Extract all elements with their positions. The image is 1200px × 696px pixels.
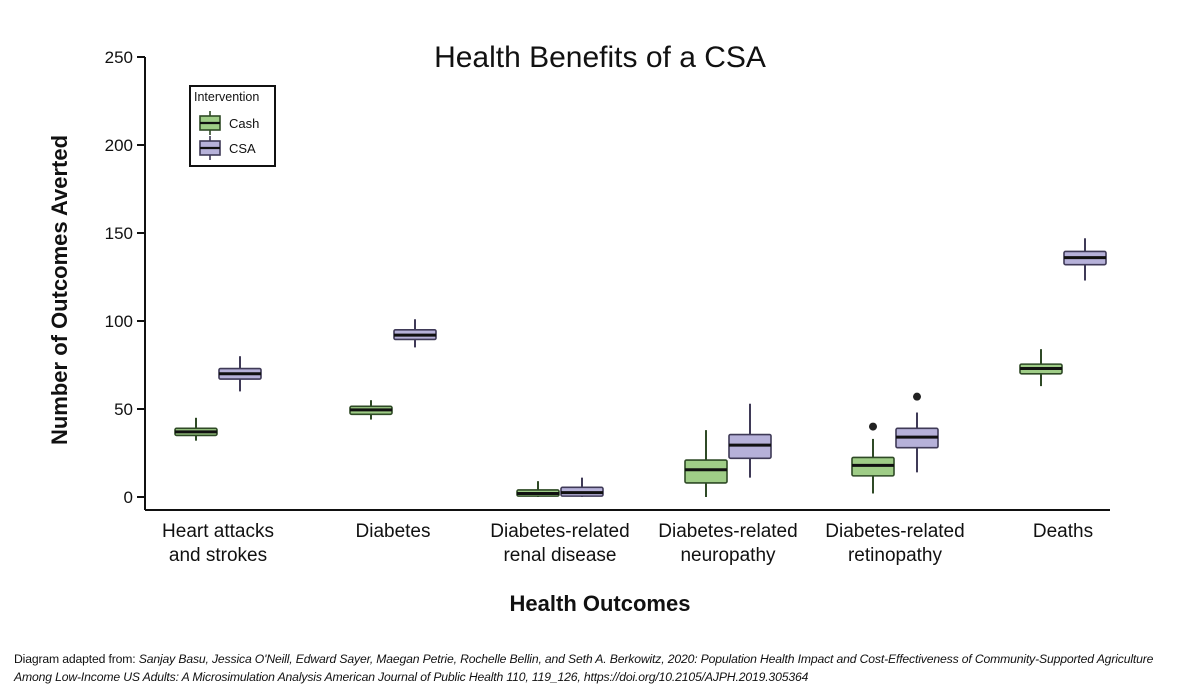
- source-caption: Diagram adapted from: Sanjay Basu, Jessi…: [14, 650, 1189, 686]
- y-tick-label: 50: [114, 400, 133, 419]
- legend: Intervention Cash CSA: [189, 85, 276, 167]
- legend-label-csa: CSA: [229, 141, 256, 156]
- box-cash-1: [174, 417, 218, 441]
- legend-label-cash: Cash: [229, 116, 259, 131]
- x-tick-label: Deaths: [1033, 521, 1093, 542]
- box-csa-6: [1063, 238, 1107, 281]
- box-cash-4: [684, 430, 728, 497]
- plot-area: 0 50 100 150 200 250 Heart attacks and strokes D…: [105, 48, 1110, 566]
- x-axis-label: Health Outcomes: [510, 591, 691, 616]
- y-tick-label: 0: [124, 488, 133, 507]
- x-tick-label: Diabetes: [356, 521, 431, 542]
- box-cash-2: [349, 400, 393, 420]
- box-csa-5: [895, 392, 939, 473]
- box-csa-3: [560, 477, 604, 497]
- box-body: [684, 459, 728, 484]
- box-csa-1: [218, 356, 262, 392]
- y-tick-label: 100: [105, 312, 133, 331]
- x-tick-label: Diabetes-related retinopathy: [825, 521, 964, 566]
- chart-title: Health Benefits of a CSA: [434, 41, 766, 74]
- y-tick-label: 250: [105, 48, 133, 67]
- x-tick-label: Diabetes-related renal disease: [490, 521, 629, 566]
- caption-citation: Sanjay Basu, Jessica O'Neill, Edward Say…: [14, 652, 1154, 684]
- x-tick-label: Diabetes-related neuropathy: [658, 521, 797, 566]
- box-csa-4: [728, 403, 772, 478]
- box-cash-3: [516, 481, 560, 497]
- y-tick-label: 150: [105, 224, 133, 243]
- outlier-point: [869, 422, 877, 431]
- box-cash-5: [851, 422, 895, 494]
- x-tick-label: Heart attacks and strokes: [162, 521, 274, 566]
- box-cash-6: [1019, 349, 1063, 387]
- box-csa-2: [393, 319, 437, 348]
- legend-title: Intervention: [194, 90, 259, 104]
- outlier-point: [913, 392, 921, 401]
- y-axis-label: Number of Outcomes Averted: [47, 135, 72, 445]
- y-tick-label: 200: [105, 136, 133, 155]
- caption-prefix: Diagram adapted from:: [14, 652, 139, 666]
